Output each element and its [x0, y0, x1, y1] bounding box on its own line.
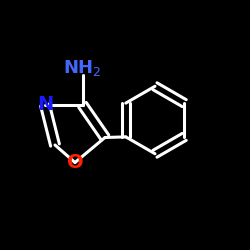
Text: NH$_2$: NH$_2$ [63, 58, 102, 78]
Text: O: O [67, 153, 83, 172]
Text: N: N [37, 96, 53, 114]
